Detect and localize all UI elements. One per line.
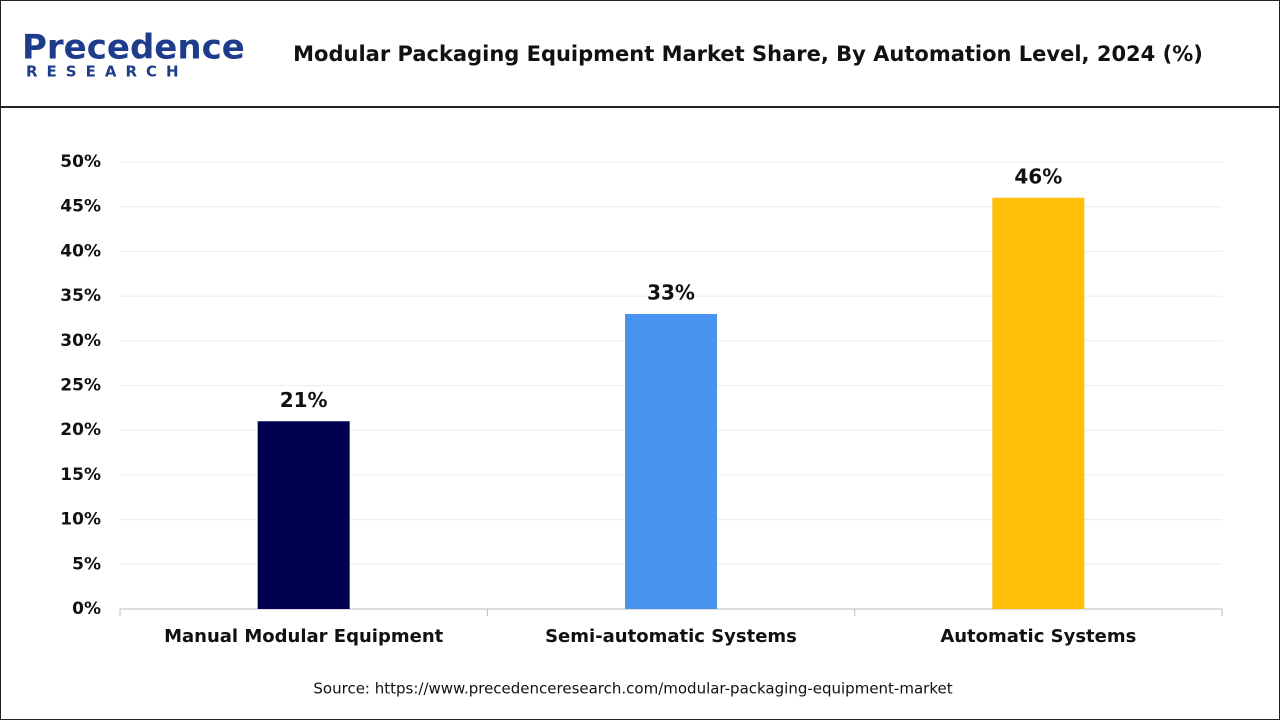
bar	[625, 313, 717, 609]
y-tick-label: 50%	[60, 152, 101, 172]
y-tick-label: 30%	[60, 331, 101, 351]
value-label: 21%	[280, 388, 328, 412]
chart-title: Modular Packaging Equipment Market Share…	[293, 42, 1203, 66]
x-tick-label: Semi-automatic Systems	[545, 626, 797, 647]
logo-name: Precedence	[22, 28, 245, 68]
logo-tagline: RESEARCH	[26, 63, 188, 81]
y-tick-label: 40%	[60, 241, 101, 261]
bar	[257, 421, 350, 609]
y-tick-label: 10%	[60, 510, 101, 530]
bar	[992, 197, 1085, 609]
y-tick-label: 25%	[60, 376, 101, 396]
y-tick-label: 20%	[60, 420, 101, 440]
y-tick-label: 15%	[60, 465, 101, 485]
y-tick-label: 35%	[60, 286, 101, 306]
source: Source: https://www.precedenceresearch.c…	[313, 680, 952, 698]
y-tick-label: 45%	[60, 197, 101, 217]
x-tick-label: Automatic Systems	[940, 626, 1136, 647]
y-tick-label: 0%	[72, 599, 101, 619]
value-label: 46%	[1014, 164, 1062, 188]
x-tick-label: Manual Modular Equipment	[164, 626, 444, 647]
value-label: 33%	[647, 280, 695, 304]
y-tick-label: 5%	[72, 554, 101, 574]
